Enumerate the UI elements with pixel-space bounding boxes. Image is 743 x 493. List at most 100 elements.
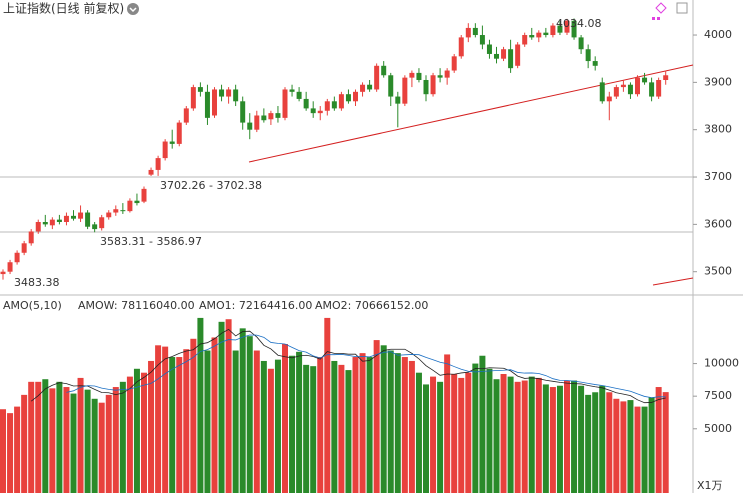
volume-bar <box>260 360 267 493</box>
volume-bar <box>556 385 563 493</box>
volume-bar <box>542 384 549 493</box>
candle-body <box>275 113 281 118</box>
candle-body <box>494 53 499 59</box>
candle-body <box>564 20 570 33</box>
volume-bar <box>310 366 317 493</box>
candle-body <box>254 115 260 130</box>
candle-body <box>522 35 528 45</box>
candle-body <box>0 271 6 275</box>
candle-body <box>501 49 507 59</box>
checkbox[interactable] <box>676 2 688 14</box>
y-tick-label: 5000 <box>704 422 732 435</box>
candle-body <box>508 49 514 69</box>
volume-bar <box>486 368 493 493</box>
volume-bar <box>225 319 232 493</box>
candle-body <box>367 84 373 90</box>
volume-bar <box>627 400 634 493</box>
candle-body <box>85 212 91 227</box>
volume-bar <box>246 336 253 493</box>
volume-bar <box>401 357 408 493</box>
candle-body <box>106 212 112 218</box>
volume-bar <box>648 397 655 493</box>
volume-bar <box>70 393 77 493</box>
volume-bar <box>282 344 288 493</box>
volume-bar <box>91 398 98 493</box>
candle-body <box>120 210 126 212</box>
y-tick-label: 3700 <box>704 170 732 183</box>
y-tick-label: 3600 <box>704 217 732 230</box>
volume-bar <box>549 387 556 493</box>
candle-body <box>268 113 274 120</box>
moving-average <box>30 328 666 404</box>
candle-body <box>190 87 196 109</box>
volume-bar <box>126 376 133 493</box>
volume-bar <box>535 377 542 493</box>
candle-body <box>141 188 147 202</box>
candle-body <box>479 35 485 45</box>
volume-bar <box>35 381 42 493</box>
volume-bar <box>112 387 119 493</box>
candle-body <box>515 44 521 66</box>
marker <box>652 17 655 20</box>
candle-body <box>606 96 612 102</box>
trend-line <box>248 64 694 163</box>
candle-body <box>282 89 288 118</box>
candle-body <box>472 27 478 36</box>
candle-body <box>458 37 464 57</box>
volume-bar <box>331 360 338 493</box>
candle-body <box>613 87 619 97</box>
candle-body <box>134 200 140 204</box>
candle-body <box>303 98 309 109</box>
volume-bar <box>408 360 415 493</box>
volume-bar <box>500 374 507 493</box>
volume-bar <box>119 381 126 493</box>
volume-bar <box>352 357 359 493</box>
volume-bar <box>56 381 63 493</box>
candle-body <box>71 215 76 219</box>
trend-line <box>652 277 694 286</box>
candle-body <box>345 94 351 102</box>
volume-bar <box>141 372 147 493</box>
volume-bar <box>42 379 49 493</box>
annotation: 3483.38 <box>14 276 60 289</box>
candle-body <box>416 72 422 80</box>
volume-bar <box>599 385 606 493</box>
candle-body <box>176 122 182 144</box>
menu-arrow <box>129 7 137 13</box>
volume-bar <box>472 363 479 493</box>
volume-bar <box>49 388 56 493</box>
volume-bar <box>183 349 190 493</box>
candle-body <box>592 61 598 66</box>
volume-bar <box>606 392 613 493</box>
candle-body <box>92 224 98 230</box>
candle-body <box>7 262 13 272</box>
diamond-icon[interactable] <box>655 2 667 14</box>
menu-button[interactable] <box>127 3 139 15</box>
volume-bar <box>493 379 500 493</box>
y-tick-label: 3500 <box>704 265 732 278</box>
volume-title: AMO(5,10) <box>3 299 62 312</box>
volume-bar <box>514 381 521 493</box>
volume-bar <box>359 353 366 493</box>
candle-body <box>247 122 253 130</box>
volume-bar <box>98 402 105 493</box>
candle-body <box>226 89 232 97</box>
candle-body <box>635 77 640 95</box>
volume-bar <box>578 385 585 493</box>
volume-bar <box>296 351 303 493</box>
volume-bar <box>176 357 183 493</box>
candle-body <box>331 101 337 109</box>
candle-body <box>465 27 471 38</box>
volume-bar <box>274 359 281 493</box>
candle-body <box>550 25 556 36</box>
candle-body <box>360 84 366 92</box>
volume-bar <box>14 406 21 493</box>
candle-body <box>21 243 27 253</box>
candle-body <box>233 89 239 102</box>
volume-stat: AMOW: 78116040.00 <box>78 299 195 312</box>
candle-body <box>78 212 84 219</box>
volume-bar <box>232 350 239 493</box>
volume-bar <box>105 394 112 493</box>
candle-body <box>56 219 62 222</box>
volume-bar <box>620 401 627 493</box>
